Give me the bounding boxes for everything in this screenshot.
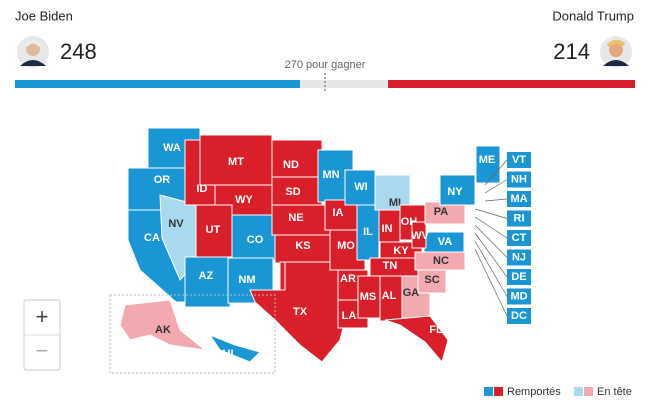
small-state-box [507,269,531,285]
small-state-box [507,152,531,168]
leader-line [484,159,508,186]
right-votes: 214 [553,39,590,64]
zoom-in[interactable]: + [36,304,49,329]
state-label: NV [168,218,184,230]
leader-line [484,198,508,202]
leader-line [474,248,508,317]
small-state-label: RI [514,212,525,224]
legend-swatch [494,387,503,396]
small-state-box [507,308,531,324]
progress-track [15,80,635,88]
state-label: NC [433,255,449,267]
state [439,174,476,206]
state-label: AR [340,273,356,285]
state-label: WA [163,142,181,154]
legend-leading: En tête [597,386,632,398]
state [475,145,501,184]
state-label: KY [393,245,409,257]
inset-frame [109,294,276,374]
state-label: GA [403,287,420,299]
state-label: NY [447,186,463,198]
state-label: LA [342,310,357,322]
small-state-box [507,210,531,227]
small-state-box [507,191,531,207]
state [184,256,231,308]
left-candidate-name: Joe Biden [15,8,73,23]
state-label: TN [383,260,398,272]
left-votes: 248 [60,39,97,64]
left-avatar [17,36,49,68]
state-label: OR [154,174,171,186]
left-progress [15,80,300,88]
state-label: WV [411,230,429,242]
state-label: UT [206,224,221,236]
small-state-label: VT [512,154,526,166]
legend-swatch [584,387,593,396]
leader-line [474,216,508,239]
small-state-label: MD [510,290,527,302]
small-states: VT NH MA RI CT NJ DE MD DC [474,152,531,324]
legend-won: Remportés [507,386,561,398]
state [119,299,207,351]
state-label: AL [382,290,397,302]
state-label: WY [235,194,253,206]
state-label: MO [337,240,355,252]
small-state-box [507,288,531,305]
state-label: CO [247,234,264,246]
small-state-box [507,230,531,246]
state [249,261,351,363]
small-state-label: MA [510,193,527,205]
state-label: IA [333,207,344,219]
state-label: MI [389,197,401,209]
state-label: MT [228,156,244,168]
state-label: NE [288,212,303,224]
state-label: MN [322,169,339,181]
state-label: ID [197,183,208,195]
zoom-control: + − [23,299,61,371]
state-label: SC [424,274,439,286]
state-label: MS [360,291,377,303]
small-state-label: NH [511,173,527,185]
small-state-label: NJ [512,251,526,263]
leader-line [474,232,508,278]
state-label: VA [438,236,453,248]
leader-line [484,179,508,194]
state-label: CA [144,232,160,244]
state-label: TX [293,306,308,318]
state-label: AK [155,324,171,336]
state [384,315,449,364]
right-candidate-name: Donald Trump [552,8,634,23]
legend-swatch [574,387,583,396]
small-state-label: DE [511,271,526,283]
small-state-label: DC [511,310,527,322]
threshold-label: 270 pour gagner [285,59,366,71]
state-label: IL [363,226,373,238]
state-label: FL [429,324,443,336]
state-label: ND [283,159,299,171]
state-label: HI [223,348,234,360]
leader-line [474,224,508,258]
zoom-out[interactable]: − [36,338,49,363]
leader-line [474,240,508,297]
small-state-label: CT [512,232,527,244]
map: WAORCANVIDMTWYUTAZCONMNDSDNEKSOKTXMNIAMO… [119,127,501,364]
state-label: AZ [199,270,214,282]
small-state-box [507,249,531,266]
state [411,221,427,249]
legend: Remportés En tête [484,386,632,398]
leader-line [474,208,508,219]
state-label: NM [238,274,255,286]
right-progress [388,80,635,88]
state-label: PA [434,206,449,218]
legend-swatch [484,387,493,396]
state [208,333,261,363]
state-label: ME [479,154,496,166]
state-label: KS [295,240,310,252]
state-label: IN [382,223,393,235]
state-label: SD [285,186,300,198]
state-label: WI [354,181,367,193]
right-avatar [600,36,632,68]
small-state-box [507,171,531,188]
